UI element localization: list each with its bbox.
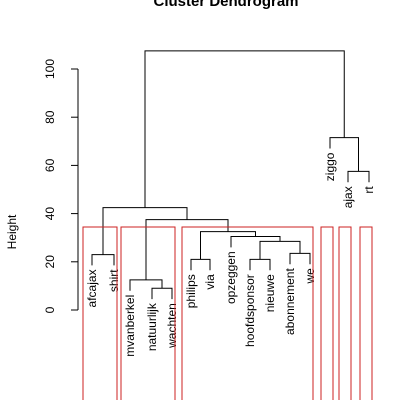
y-tick-label: 100	[43, 59, 57, 79]
cluster-box	[120, 226, 176, 400]
leaf-label: via	[203, 274, 217, 290]
y-axis: 0 20 40 60 80 100	[43, 59, 79, 313]
leaf-label: abonnement	[283, 268, 297, 335]
dendrogram-branches	[91, 50, 370, 300]
dendrogram-merge	[151, 287, 173, 300]
dendrogram-merge	[249, 258, 271, 271]
y-tick-label: 40	[43, 207, 57, 221]
leaf-label: hoofdsponsor	[243, 274, 257, 347]
leaf-label: ziggo	[323, 152, 337, 181]
leaf-label: we	[303, 268, 317, 285]
dendrogram-merge	[190, 258, 211, 271]
dendrogram-merge	[91, 254, 115, 266]
y-tick-label: 60	[43, 158, 57, 172]
leaf-label: rt	[362, 186, 376, 194]
leaf-label: opzeggen	[224, 251, 238, 304]
dendrogram-merge	[259, 240, 301, 260]
y-tick-label: 80	[43, 110, 57, 124]
dendrogram-merge	[289, 252, 311, 265]
y-axis-label: Height	[5, 214, 19, 249]
chart-title: Cluster Dendrogram	[153, 0, 298, 10]
dendrogram-merge	[230, 235, 281, 248]
dendrogram-merge	[347, 170, 370, 183]
y-tick-label: 0	[43, 306, 57, 313]
leaf-label: nieuwe	[263, 274, 277, 312]
cluster-box	[320, 226, 334, 400]
leaf-label: afcajax	[85, 269, 99, 307]
cluster-box	[338, 226, 352, 400]
leaf-label: ajax	[341, 186, 355, 208]
cluster-box	[181, 226, 314, 400]
leaf-label: wachten	[165, 303, 179, 349]
dendrogram-merge	[145, 219, 229, 280]
cluster-boxes	[82, 226, 373, 400]
leaf-label: natuurlijk	[145, 302, 159, 351]
dendrogram-merge	[144, 50, 345, 208]
leaf-label: shirt	[107, 269, 121, 292]
y-tick-label: 20	[43, 255, 57, 269]
cluster-box	[359, 226, 373, 400]
leaf-label: philips	[184, 274, 198, 308]
dendrogram-merge	[102, 207, 188, 255]
dendrogram-merge	[129, 279, 163, 291]
leaf-label: mvanberkel	[123, 295, 137, 357]
cluster-box	[82, 226, 118, 400]
